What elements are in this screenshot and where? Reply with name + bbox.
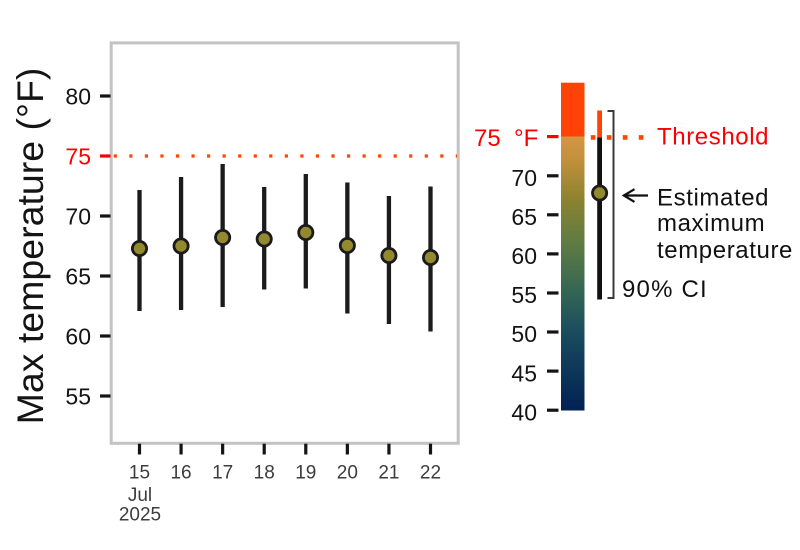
svg-text:maximum: maximum: [657, 210, 765, 237]
svg-text:Jul: Jul: [128, 485, 152, 506]
svg-text:80: 80: [65, 83, 91, 109]
svg-text:60: 60: [511, 243, 537, 269]
svg-text:90% CI: 90% CI: [622, 276, 708, 303]
svg-text:65: 65: [65, 263, 91, 289]
svg-text:50: 50: [511, 321, 537, 347]
svg-text:70: 70: [65, 203, 91, 229]
svg-text:19: 19: [295, 463, 316, 484]
svg-text:75: 75: [65, 143, 91, 169]
svg-text:55: 55: [65, 383, 91, 409]
svg-text:17: 17: [212, 463, 233, 484]
svg-text:21: 21: [378, 463, 399, 484]
svg-text:2025: 2025: [119, 505, 161, 526]
svg-text:75 °F: 75 °F: [474, 125, 538, 152]
svg-text:65: 65: [511, 204, 537, 230]
svg-text:55: 55: [511, 282, 537, 308]
svg-text:16: 16: [170, 463, 191, 484]
svg-text:temperature: temperature: [657, 237, 793, 264]
svg-text:20: 20: [337, 463, 358, 484]
svg-text:22: 22: [420, 463, 441, 484]
svg-text:40: 40: [511, 399, 537, 425]
svg-text:Max temperature (°F): Max temperature (°F): [9, 68, 51, 425]
svg-text:Estimated: Estimated: [657, 184, 769, 211]
svg-text:18: 18: [254, 463, 275, 484]
svg-text:60: 60: [65, 323, 91, 349]
svg-text:45: 45: [511, 360, 537, 386]
svg-text:70: 70: [511, 165, 537, 191]
svg-text:Threshold: Threshold: [657, 124, 769, 151]
svg-text:15: 15: [129, 463, 150, 484]
